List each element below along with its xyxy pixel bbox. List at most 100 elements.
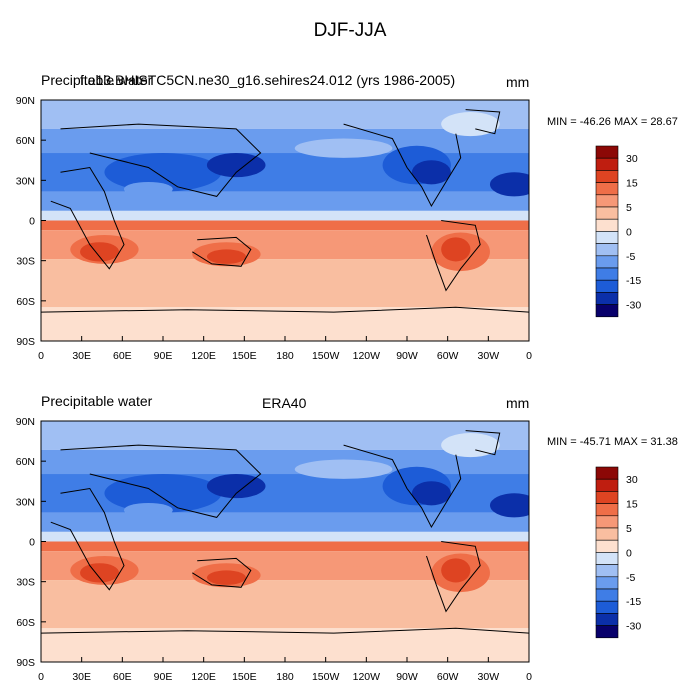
panel2-ytick-label: 90S [16, 657, 35, 669]
panel2-ytick-label: 60S [16, 617, 35, 629]
panel1-colorbar-label: -15 [626, 275, 641, 287]
panel1-colorbar-label: 0 [626, 226, 632, 238]
panel2-colorbar-box [595, 552, 619, 565]
panel2-xtick-label: 60W [437, 671, 459, 683]
panel1-xtick-label: 150W [312, 350, 340, 362]
panel2-xtick-label: 120E [191, 671, 216, 683]
panel1-xtick-label: 30E [72, 350, 91, 362]
panel2-colorbar-box [595, 527, 619, 541]
panel1-ytick-label: 60S [16, 296, 35, 308]
panel1-ytick-label: 60N [16, 135, 35, 147]
panel1-coastline-3 [343, 123, 462, 208]
panel1-colorbar-label: -5 [626, 251, 635, 263]
panel2-xtick-label: 0 [38, 671, 44, 683]
panel1-xtick-label: 60E [113, 350, 132, 362]
panel2-xtick-label: 150W [312, 671, 340, 683]
panel1-colorbar-box [595, 255, 619, 269]
panel2-colorbar-box [595, 478, 619, 492]
panel2-atlantic-low [489, 493, 529, 518]
panel1-npac-light [294, 138, 393, 158]
panel2-aus-core [206, 570, 246, 585]
panel2-colorbar-box [595, 576, 619, 590]
panel2-band-5 [41, 541, 529, 552]
panel1-colorbar-label: 5 [626, 202, 632, 214]
panel2-xtick-label: 120W [353, 671, 381, 683]
panel1-xtick-label: 30W [478, 350, 500, 362]
panel2-min-max: MIN = -45.71 MAX = 31.38 [547, 436, 678, 448]
panel2-colorbar-box [595, 588, 619, 602]
panel1-colorbar-box [595, 218, 619, 232]
panel1-colorbar-box [595, 170, 619, 183]
panel2-colorbar-box [595, 491, 619, 504]
panel1-xtick-label: 90W [396, 350, 418, 362]
panel1-colorbar-box [595, 292, 619, 305]
panel1-na-core [411, 160, 451, 185]
panel2-band-3 [41, 512, 529, 532]
panel1-spac-band [338, 232, 427, 248]
panel2-coastline-0 [50, 487, 125, 591]
panel2-colorbar-box [595, 539, 619, 553]
panel1-colorbar-box [595, 157, 619, 171]
panel1-atlantic-low [489, 172, 529, 197]
panel1-colorbar-box [595, 243, 619, 257]
panel1-colorbar-label: 30 [626, 153, 638, 165]
panel1-colorbar-box [595, 267, 619, 281]
panel2-colorbar-label: 30 [626, 474, 638, 486]
panel1-coastline-6 [41, 306, 529, 313]
panel1-coastline-0 [50, 166, 125, 270]
panel2-ytick-label: 30N [16, 496, 35, 508]
panel2-ytick-label: 90N [16, 416, 35, 428]
panel2-colorbar-label: 15 [626, 499, 638, 511]
panel2-east-asia-low [206, 474, 266, 499]
panel2-band-1 [41, 449, 529, 475]
panel1-left-title: Precipitable water [41, 72, 153, 88]
panel2-band-4 [41, 531, 529, 542]
panel2-spac-band [338, 553, 427, 569]
panel2-colorbar-box [595, 503, 619, 517]
panel1-colorbar-label: -30 [626, 300, 641, 312]
panel2-coastline-3 [343, 444, 462, 529]
panel1-asia-low [104, 153, 222, 192]
panel1-colorbar-box [595, 182, 619, 196]
panel2-coastline-4 [60, 444, 262, 518]
panel1-xtick-label: 120W [353, 350, 381, 362]
panel2-colorbar-label: 5 [626, 523, 632, 535]
panel1-ytick-label: 90N [16, 95, 35, 107]
panel2-xtick-label: 150E [232, 671, 257, 683]
panel1-band-8 [41, 307, 529, 341]
panel2-xtick-label: 30W [478, 671, 500, 683]
panel2-left-title: Precipitable water [41, 393, 153, 409]
panel1-colorbar-box [595, 304, 619, 318]
panel2-coastline-1 [192, 557, 252, 588]
panel1-coastline-1 [192, 236, 252, 267]
panel1-xtick-label: 60W [437, 350, 459, 362]
panel1-xtick-label: 180 [276, 350, 294, 362]
panel2-coastline-2 [426, 541, 481, 613]
panel1-east-asia-low [206, 153, 266, 178]
panel2-greenland [441, 433, 500, 458]
panel1-greenland [441, 112, 500, 137]
panel1-colorbar-box [595, 206, 619, 220]
panel1-field [41, 100, 529, 341]
panel2-npac-light [294, 459, 393, 479]
panel1-coastline-2 [426, 220, 481, 292]
panel2-band-8 [41, 628, 529, 662]
panel1-ytick-label: 90S [16, 336, 35, 348]
panel1-sa-core [441, 237, 471, 262]
panel2-colorbar-box [595, 515, 619, 529]
panel1-africa-core [80, 242, 120, 262]
panel1-coastline-5 [465, 109, 501, 135]
panel2-tibet [123, 502, 173, 518]
panel1-center-title: f.e13.BHISTC5CN.ne30_g16.sehires24.012 (… [80, 72, 456, 88]
panel2-units: mm [506, 395, 530, 411]
panel1-xtick-label: 120E [191, 350, 216, 362]
panel1-ytick-label: 30N [16, 175, 35, 187]
panel2-colorbar-box [595, 466, 619, 480]
panel1-units: mm [506, 74, 530, 90]
panel2-ytick-label: 60N [16, 456, 35, 468]
panel2-xtick-label: 90E [154, 671, 173, 683]
panel2-xtick-label: 90W [396, 671, 418, 683]
panel2-africa-core [80, 563, 120, 583]
panel2-asia-low [104, 474, 222, 513]
